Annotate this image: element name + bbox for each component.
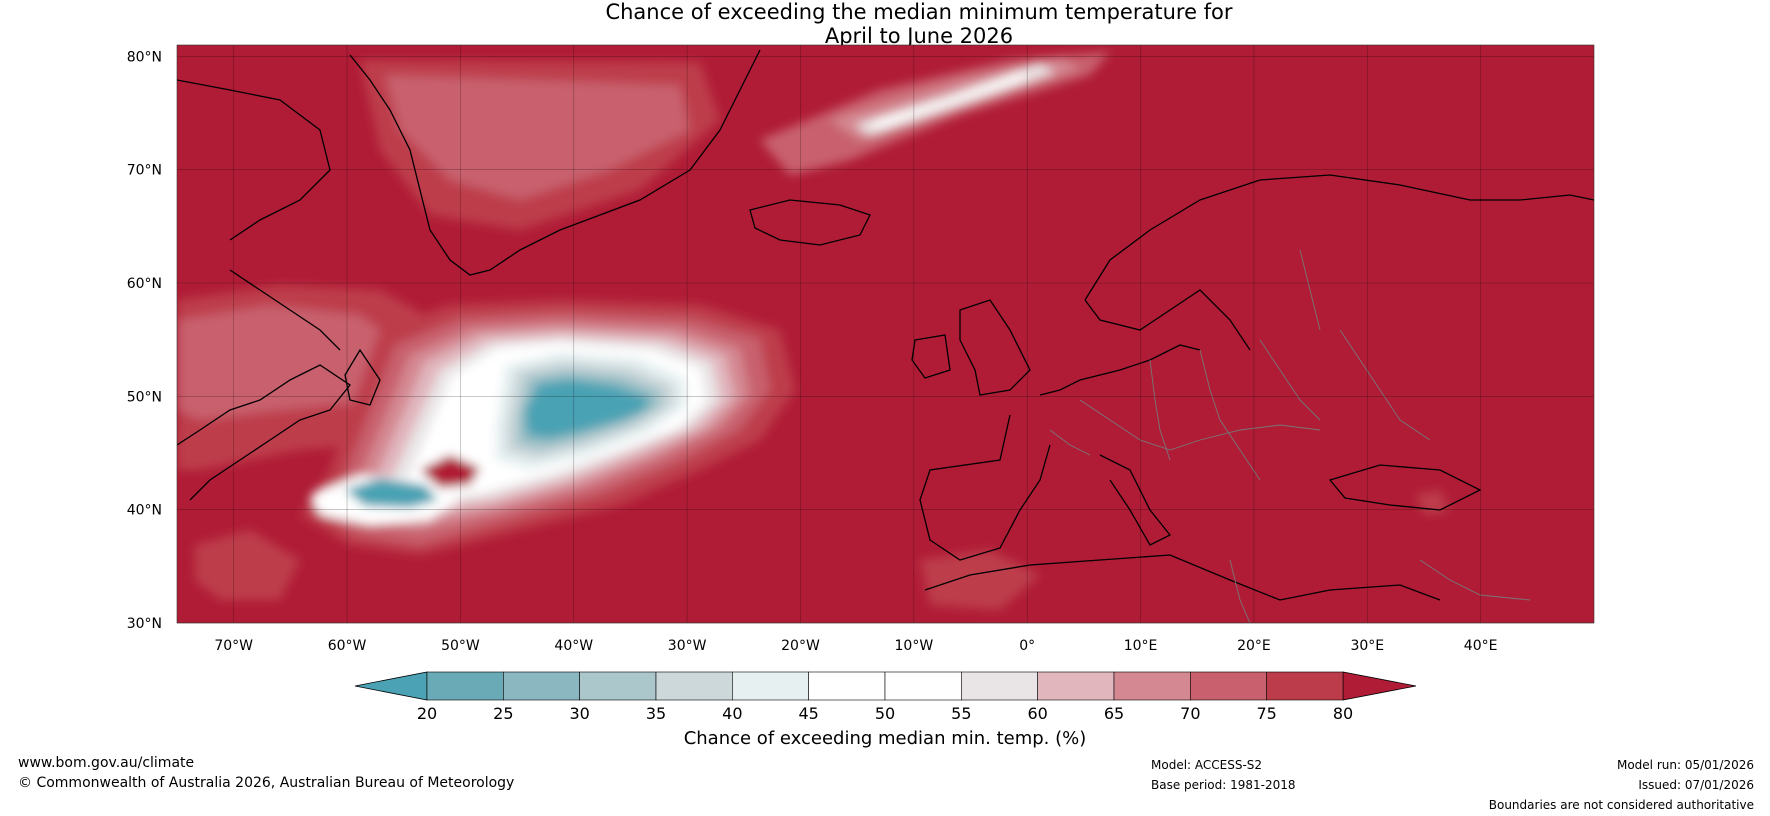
colorbar-label: Chance of exceeding median min. temp. (%… [684,728,1087,749]
colorbar-segment-35-40 [655,671,733,701]
patch-north-africa-75 [920,550,1040,610]
colorbar-segment-25-30 [503,671,580,701]
coast-black-sea [1328,464,1482,511]
colorbar-tick-label: 65 [1104,704,1124,723]
lat-tick-label: 80°N [127,49,162,65]
footer-issued: Issued: 07/01/2026 [1638,778,1754,792]
lon-tick-label: 10°W [895,638,934,654]
colorbar-segment-55-60 [961,671,1038,701]
colorbar-tick-label: 60 [1027,704,1047,723]
coast-iceland [749,199,871,246]
colorbar-tick-label: 25 [493,704,513,723]
colorbar-tick-label: 50 [875,704,895,723]
colorbar-over-triangle [1342,671,1417,701]
lat-tick-label: 70°N [127,163,162,179]
map-frame [176,44,1595,624]
colorbar-tick-label: 40 [722,704,742,723]
coast-iberia [919,414,1051,561]
lat-tick-label: 30°N [127,616,162,632]
footer-model: Model: ACCESS-S2 [1151,758,1263,772]
lon-tick-label: 60°W [328,638,367,654]
colorbar-segment-40-45 [732,671,809,701]
colorbar-segment-70-75 [1190,671,1267,701]
lon-tick-label: 20°E [1237,638,1271,654]
footer-model-run: Model run: 05/01/2026 [1616,758,1754,772]
coast-north-africa [924,554,1441,601]
coast-north-america [177,364,351,501]
graticule [177,45,1594,624]
coast-western-europe [1039,344,1201,396]
coast-labrador [229,269,341,351]
probability-shading [177,52,1450,610]
border-3 [1199,349,1261,481]
colorbar-segment-45-50 [808,671,886,701]
coast-baffin [177,79,331,241]
colorbar-tick-label: 80 [1333,704,1353,723]
lon-tick-label: 40°W [554,638,593,654]
lon-tick-label: 30°E [1350,638,1384,654]
lon-tick-label: 50°W [441,638,480,654]
coastlines [177,49,1594,601]
colorbar: 20 25 30 35 40 45 50 55 60 65 70 75 80 [354,671,1417,723]
colorbar-tick-label: 35 [646,704,666,723]
border-1 [1079,399,1321,451]
border-5 [1339,329,1431,441]
colorbar-tick-label: 75 [1256,704,1276,723]
border-6 [1049,429,1091,456]
lon-tick-label: 0° [1019,638,1035,654]
lon-tick-label: 30°W [668,638,707,654]
lat-tick-label: 60°N [127,276,162,292]
colorbar-tick-label: 30 [569,704,589,723]
lon-tick-label: 70°W [214,638,253,654]
footer-website: www.bom.gov.au/climate [18,755,195,771]
coast-italy [1099,454,1172,546]
title-line-2: April to June 2026 [824,24,1014,48]
longitude-labels: 70°W 60°W 50°W 40°W 30°W 20°W 10°W 0° 10°E 20°E 30… [214,638,1497,654]
colorbar-tick-label: 45 [798,704,818,723]
colorbar-tick-label: 20 [417,704,437,723]
patch-baffin-70 [385,75,690,200]
colorbar-under-triangle [354,671,428,701]
country-borders [1049,249,1531,623]
colorbar-tick-label: 70 [1180,704,1200,723]
patch-inner-red [420,455,480,488]
lon-tick-label: 10°E [1124,638,1158,654]
lon-tick-label: 20°W [781,638,820,654]
colorbar-segment-30-35 [579,671,657,701]
border-2 [1149,359,1171,461]
title-line-1: Chance of exceeding the median minimum t… [605,0,1233,24]
patch-greenland-sea-50 [870,72,1030,128]
lat-tick-label: 40°N [127,503,162,519]
coast-ireland [911,334,951,379]
coast-british-isles [959,299,1031,396]
coast-greenland [349,49,761,276]
colorbar-segment-75-80 [1266,671,1344,701]
border-4 [1259,339,1321,421]
border-7 [1299,249,1321,331]
border-9 [1419,559,1531,601]
coast-scandinavia [1084,174,1594,301]
latitude-labels: 80°N 70°N 60°N 50°N 40°N 30°N [127,49,162,632]
coast-newfoundland [344,348,381,406]
border-8 [1229,559,1251,623]
footer-copyright: © Commonwealth of Australia 2026, Austra… [18,775,515,791]
chart-title: Chance of exceeding the median minimum t… [0,0,1770,48]
footer-base-period: Base period: 1981-2018 [1151,778,1296,792]
patch-atlantic-20 [525,380,648,438]
lat-tick-label: 50°N [127,389,162,405]
colorbar-segment-20-25 [426,671,504,701]
colorbar-segment-60-65 [1037,671,1115,701]
colorbar-segment-65-70 [1113,671,1191,701]
colorbar-tick-label: 55 [951,704,971,723]
patch-south-75 [195,530,300,600]
lon-tick-label: 40°E [1464,638,1498,654]
colorbar-segment-50-55 [884,671,962,701]
coast-norway-south [1084,289,1251,351]
patch-west-teal [345,478,438,508]
footer-disclaimer: Boundaries are not considered authoritat… [1488,798,1754,812]
